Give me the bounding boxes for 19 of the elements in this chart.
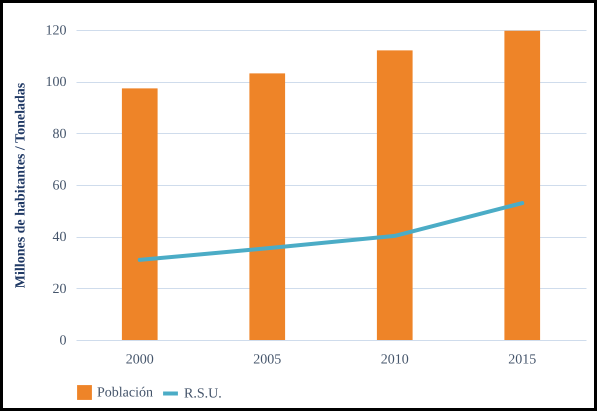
y-tick-label: 80	[52, 126, 66, 142]
y-tick-label: 60	[52, 178, 66, 194]
y-tick-label: 40	[52, 230, 66, 246]
y-tick-label: 100	[46, 75, 66, 90]
x-tick-label: 2000	[126, 352, 154, 368]
bar	[376, 50, 413, 340]
bar	[504, 30, 540, 340]
x-tick-label: 2005	[253, 352, 282, 368]
x-tick-label: 2015	[508, 352, 536, 368]
line-series	[138, 201, 524, 262]
x-tick-label: 2010	[380, 352, 409, 368]
bar	[249, 73, 286, 340]
y-tick-label: 120	[46, 24, 66, 38]
y-axis-title: Millones de habitantes / Toneladas	[14, 82, 28, 288]
y-tick-label: 20	[52, 282, 66, 297]
legend-label: R.S.U.	[184, 386, 222, 402]
y-tick-label: 0	[60, 334, 66, 348]
bar	[122, 88, 158, 340]
legend-label: Población	[97, 386, 153, 400]
